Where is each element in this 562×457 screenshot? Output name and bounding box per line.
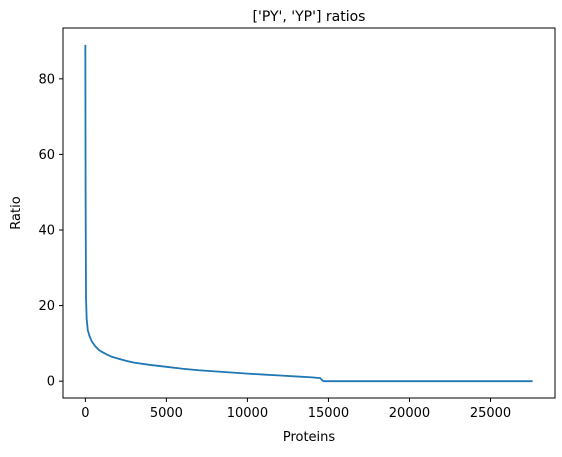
x-tick-label: 0 [81,406,89,421]
x-axis-label: Proteins [283,430,336,445]
x-tick-label: 25000 [470,406,511,421]
y-tick-label: 40 [38,224,55,239]
x-tick-label: 20000 [389,406,430,421]
y-tick-label: 0 [47,375,55,390]
x-axis-ticks: 0 5000 10000 15000 20000 25000 [81,398,511,421]
y-tick-label: 20 [38,299,55,314]
y-tick-label: 60 [38,148,55,163]
x-tick-label: 15000 [308,406,349,421]
x-tick-label: 5000 [150,406,183,421]
series-layer [84,44,533,383]
y-tick-label: 80 [38,72,55,87]
x-tick-label: 10000 [227,406,268,421]
plot-frame [62,27,556,399]
chart-title: ['PY', 'YP'] ratios [253,9,366,25]
y-axis-ticks: 0 20 40 60 80 [38,72,63,390]
plot-area [63,28,555,398]
series-line-1 [84,44,533,383]
y-axis-label: Ratio [9,196,24,229]
